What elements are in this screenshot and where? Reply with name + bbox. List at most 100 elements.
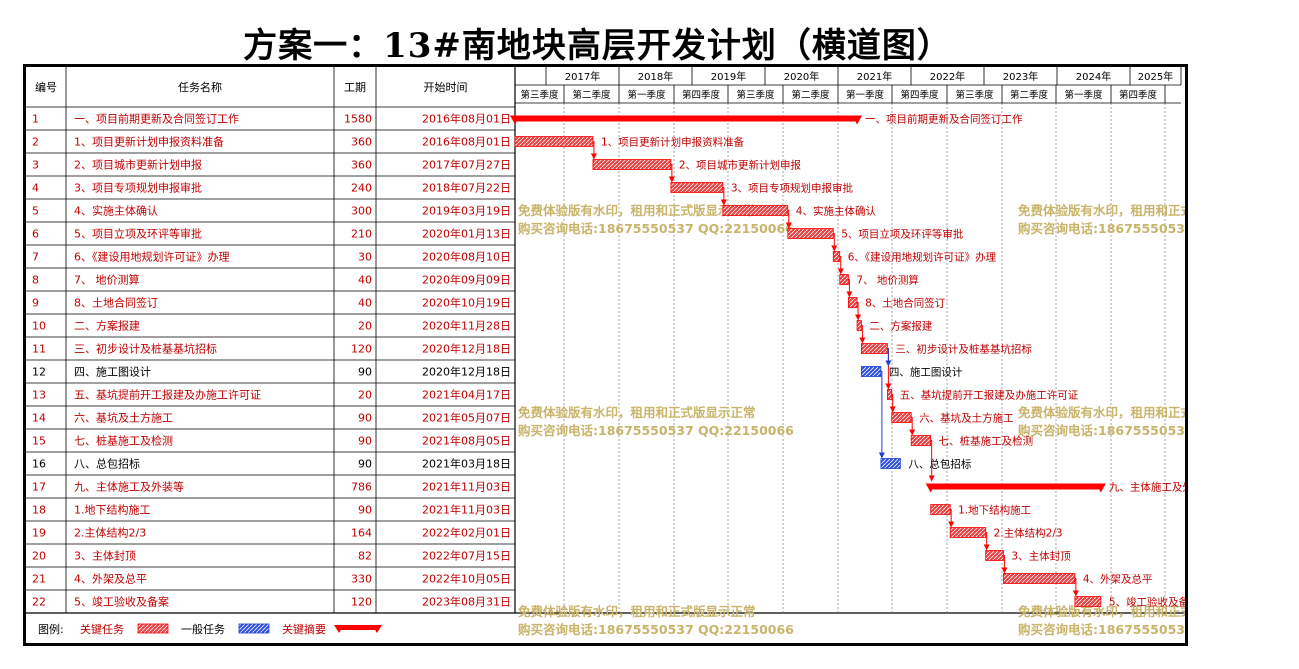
year-label: 2018年	[638, 70, 673, 83]
quarter-label: 第四季度	[682, 89, 721, 101]
watermark-text: 免费体验版有水印，租用和正式版显示正常	[1018, 203, 1185, 218]
watermark-text: 购买咨询电话:18675550537 QQ:22150066	[518, 423, 794, 438]
task-duration: 164	[351, 527, 372, 540]
task-bar	[670, 182, 724, 193]
task-start: 2022年10月05日	[422, 572, 511, 586]
watermark-text: 免费体验版有水印，租用和正式版显示正常	[518, 604, 756, 619]
task-start: 2022年07月15日	[422, 549, 511, 563]
task-id: 6	[32, 228, 39, 241]
year-label: 2025年	[1138, 70, 1173, 83]
task-name: 7、 地价测算	[74, 273, 140, 287]
task-bar	[949, 527, 987, 538]
task-duration: 360	[351, 136, 372, 149]
task-name: 2.主体结构2/3	[74, 526, 146, 540]
task-start: 2022年02月01日	[422, 526, 511, 540]
bar-label: 2、项目城市更新计划申报	[679, 159, 802, 172]
task-bar	[861, 366, 882, 377]
legend-summary-cap	[334, 625, 344, 633]
task-bar	[848, 297, 858, 308]
header-id: 编号	[35, 80, 57, 94]
task-name: 4、实施主体确认	[74, 204, 158, 218]
quarter-label: 第二季度	[791, 89, 830, 101]
task-id: 14	[32, 412, 46, 425]
task-start: 2021年04月17日	[422, 388, 511, 402]
task-duration: 20	[358, 389, 372, 402]
task-duration: 40	[358, 297, 372, 310]
watermark-text: 购买咨询电话:18675550537 QQ:22150066	[1018, 423, 1185, 438]
task-id: 2	[32, 136, 39, 149]
task-bar	[1003, 573, 1076, 584]
task-duration: 90	[358, 504, 372, 517]
task-id: 22	[32, 596, 46, 609]
bar-label: 五、基坑提前开工报建及办施工许可证	[900, 389, 1079, 402]
task-name: 七、桩基施工及检测	[74, 434, 173, 448]
task-bar	[592, 159, 672, 170]
task-bar	[891, 412, 912, 423]
year-label: 2019年	[711, 70, 746, 83]
task-id: 8	[32, 274, 39, 287]
task-name: 2、项目城市更新计划申报	[74, 158, 202, 172]
task-duration: 120	[351, 596, 372, 609]
task-start: 2016年08月01日	[422, 112, 511, 126]
legend-critical-label: 关键任务	[80, 622, 124, 636]
watermark-text: 购买咨询电话:18675550537 QQ:22150066	[1018, 221, 1185, 236]
task-name: 3、项目专项规划申报审批	[74, 181, 202, 195]
bar-label: 六、基坑及土方施工	[919, 412, 1014, 425]
summary-cap	[925, 483, 936, 493]
task-id: 7	[32, 251, 39, 264]
summary-cap	[510, 115, 520, 125]
task-duration: 30	[358, 251, 372, 264]
task-duration: 40	[358, 274, 372, 287]
task-id: 20	[32, 550, 46, 563]
task-start: 2020年11月28日	[422, 319, 511, 333]
task-duration: 82	[358, 550, 372, 563]
task-bar	[880, 458, 901, 469]
task-start: 2020年12月18日	[422, 365, 511, 379]
task-bar	[930, 504, 951, 515]
bar-label: 九、主体施工及外装等	[1109, 481, 1185, 494]
task-bar	[832, 251, 841, 262]
task-bar	[514, 136, 594, 147]
summary-cap	[852, 115, 863, 125]
task-id: 19	[32, 527, 46, 540]
task-bar	[839, 274, 849, 285]
legend-summary-cap	[372, 625, 382, 633]
gantt-frame: 编号 任务名称 工期 开始时间 2017年 2018年 2019年 2020年 2021年 202…	[23, 64, 1188, 646]
legend-normal-label: 一般任务	[181, 623, 225, 636]
task-start: 2018年07月22日	[422, 181, 511, 195]
bar-label: 8、土地合同签订	[865, 297, 946, 310]
watermark-text: 免费体验版有水印，租用和正式版显示正常	[518, 203, 756, 218]
task-bar	[886, 389, 893, 400]
quarter-label: 第二季度	[1010, 89, 1049, 101]
bar-label: 三、初步设计及桩基基坑招标	[895, 343, 1032, 356]
task-duration: 786	[351, 481, 372, 494]
task-start: 2017年07月27日	[422, 158, 511, 172]
bar-label: 1.地下结构施工	[958, 504, 1031, 517]
bar-label: 二、方案报建	[869, 320, 932, 333]
task-id: 17	[32, 481, 46, 494]
chart-title: 方案一：13#南地块高层开发计划（横道图）	[243, 26, 952, 66]
bar-label: 6、《建设用地规划许可证》办理	[848, 251, 997, 264]
task-start: 2020年12月18日	[422, 342, 511, 356]
task-start: 2020年01月13日	[422, 227, 511, 241]
bar-label: 一、项目前期更新及合同签订工作	[865, 113, 1023, 126]
task-duration: 210	[351, 228, 372, 241]
task-duration: 1580	[344, 113, 372, 126]
bar-label: 1、项目更新计划申报资料准备	[601, 136, 745, 149]
year-label: 2017年	[565, 70, 600, 83]
header-duration: 工期	[344, 81, 366, 94]
task-start: 2020年10月19日	[422, 296, 511, 310]
task-id: 12	[32, 366, 46, 379]
task-name: 1、项目更新计划申报资料准备	[74, 135, 224, 149]
bar-label: 5、项目立项及环评等审批	[841, 228, 964, 241]
task-id: 10	[32, 320, 46, 333]
task-name: 4、外架及总平	[74, 572, 147, 586]
task-duration: 330	[351, 573, 372, 586]
quarter-label: 第二季度	[572, 89, 611, 101]
quarter-label: 第四季度	[900, 89, 939, 101]
task-duration: 90	[358, 366, 372, 379]
summary-bar	[515, 115, 858, 122]
task-duration: 300	[351, 205, 372, 218]
bar-label: 四、施工图设计	[889, 366, 963, 379]
task-id: 16	[32, 458, 46, 471]
